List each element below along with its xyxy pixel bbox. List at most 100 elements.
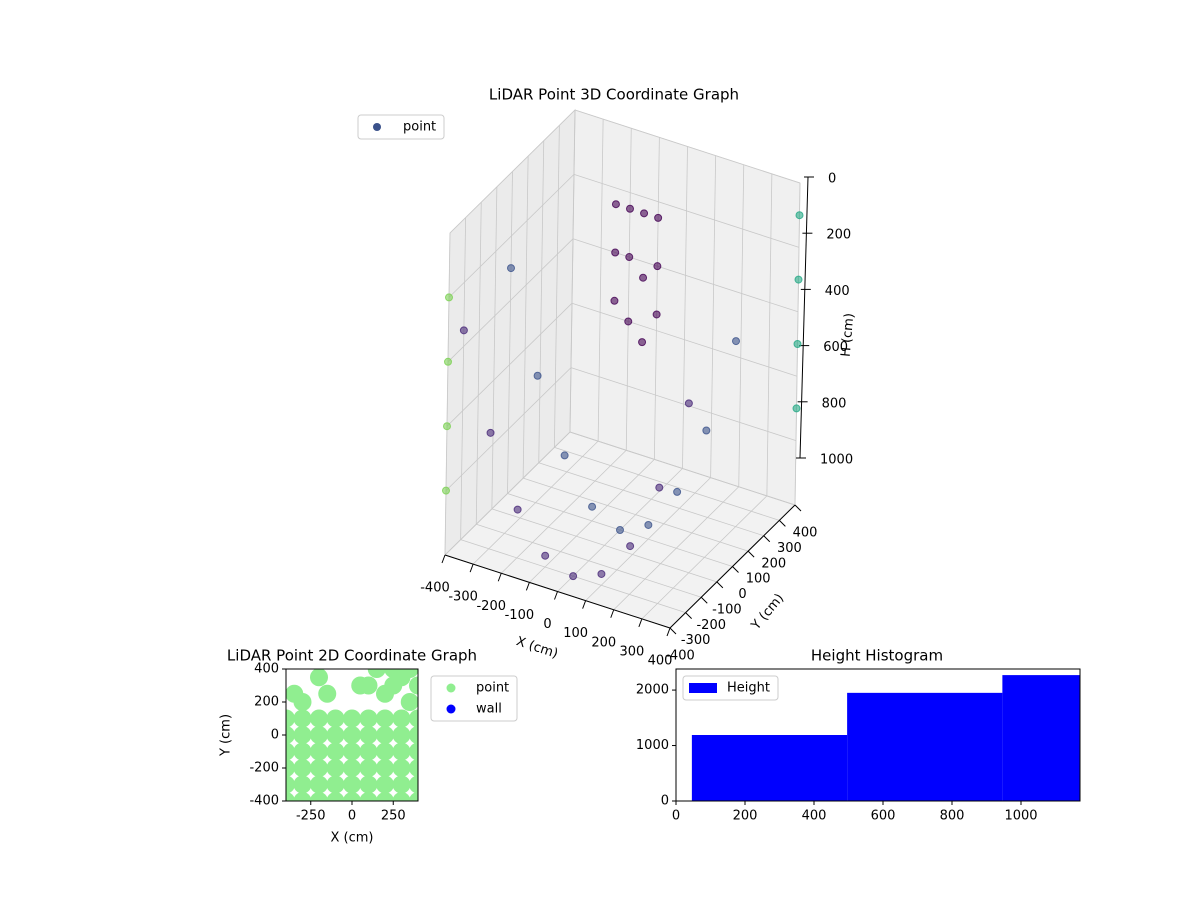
point	[445, 293, 453, 302]
point	[326, 792, 345, 801]
point	[610, 296, 619, 305]
point	[293, 775, 312, 794]
point	[376, 792, 394, 801]
grid-line	[460, 217, 467, 540]
point	[638, 338, 647, 347]
point	[507, 264, 515, 273]
grid-line	[449, 109, 576, 234]
point	[293, 742, 312, 761]
y-tick	[732, 566, 739, 573]
point	[400, 693, 418, 711]
point	[611, 248, 620, 257]
grid-line	[444, 431, 571, 556]
x-tick	[554, 591, 558, 600]
grid-line	[625, 128, 632, 451]
axes-frame	[675, 668, 1081, 802]
point	[653, 262, 662, 271]
x-tick	[638, 618, 643, 628]
point	[611, 200, 620, 209]
x-tick-label: -200	[476, 599, 506, 614]
y-tick-label: -100	[712, 602, 742, 617]
x-tick-label: 200	[591, 635, 616, 650]
point	[560, 451, 569, 460]
grid-line	[491, 508, 717, 583]
point	[409, 726, 418, 744]
point	[326, 742, 345, 761]
grid-line	[570, 367, 797, 441]
grid-line	[522, 156, 529, 479]
grid-line	[447, 238, 574, 363]
grid-line	[710, 155, 717, 478]
x-tick-label: -400	[420, 581, 450, 596]
y-tick-label: 400	[793, 526, 818, 541]
point	[513, 505, 522, 514]
x-tick-label: 200	[733, 809, 758, 824]
point	[310, 669, 328, 687]
y-tick-label: -400	[665, 649, 695, 664]
point	[409, 742, 418, 761]
legend-marker	[446, 683, 456, 693]
x-axis-label: X (cm)	[514, 634, 560, 662]
point	[359, 709, 378, 728]
point	[286, 792, 295, 801]
legend-patch	[689, 683, 717, 693]
y-tick-label: 0	[271, 728, 279, 743]
grid-line	[738, 164, 745, 487]
y-tick-label: 200	[761, 556, 786, 571]
y-tick-label: -300	[681, 633, 711, 648]
point	[443, 422, 451, 431]
point	[392, 759, 411, 777]
x-tick	[525, 582, 530, 591]
point	[442, 486, 450, 495]
point	[684, 399, 693, 408]
y-tick-label: 400	[254, 662, 279, 677]
x-axis	[444, 554, 671, 629]
grid-line	[507, 171, 513, 494]
chart-title: LiDAR Point 2D Coordinate Graph	[227, 647, 477, 665]
point	[616, 526, 624, 534]
point	[588, 502, 597, 511]
grid-line	[446, 302, 573, 427]
point	[793, 340, 802, 348]
point	[359, 742, 378, 761]
x-tick-label: 400	[802, 809, 827, 824]
grid-line	[766, 173, 773, 496]
legend-label: point	[403, 120, 436, 135]
x-tick-label: 250	[381, 809, 406, 824]
point	[376, 726, 394, 744]
point	[286, 684, 304, 703]
point	[626, 542, 635, 551]
y-tick	[700, 596, 708, 604]
point	[326, 775, 345, 794]
point	[392, 792, 411, 801]
z-tick-label: 400	[825, 284, 850, 299]
y-tick-label: 0	[738, 587, 746, 602]
point	[376, 759, 394, 777]
point	[326, 709, 345, 728]
x-tick-label: -250	[296, 809, 326, 824]
x-tick	[610, 609, 615, 618]
point	[400, 669, 418, 678]
point	[376, 742, 394, 761]
z-tick-label: 0	[828, 172, 836, 187]
point	[286, 775, 295, 794]
point	[486, 428, 495, 437]
x-tick-label: 1000	[1004, 809, 1037, 824]
y-tick	[669, 627, 677, 635]
x-tick-label: -300	[448, 590, 478, 605]
point	[673, 487, 682, 496]
point	[318, 684, 337, 703]
grid-line	[444, 232, 451, 556]
point	[541, 551, 550, 560]
y-tick-label: -200	[249, 761, 279, 776]
point	[392, 726, 411, 744]
point	[569, 572, 578, 581]
point	[359, 759, 378, 777]
legend-box	[682, 675, 779, 701]
x-tick-label: 100	[563, 626, 588, 641]
legend-label: point	[476, 681, 509, 696]
x-tick-label: 800	[940, 809, 965, 824]
point	[644, 520, 653, 529]
point	[286, 742, 295, 761]
